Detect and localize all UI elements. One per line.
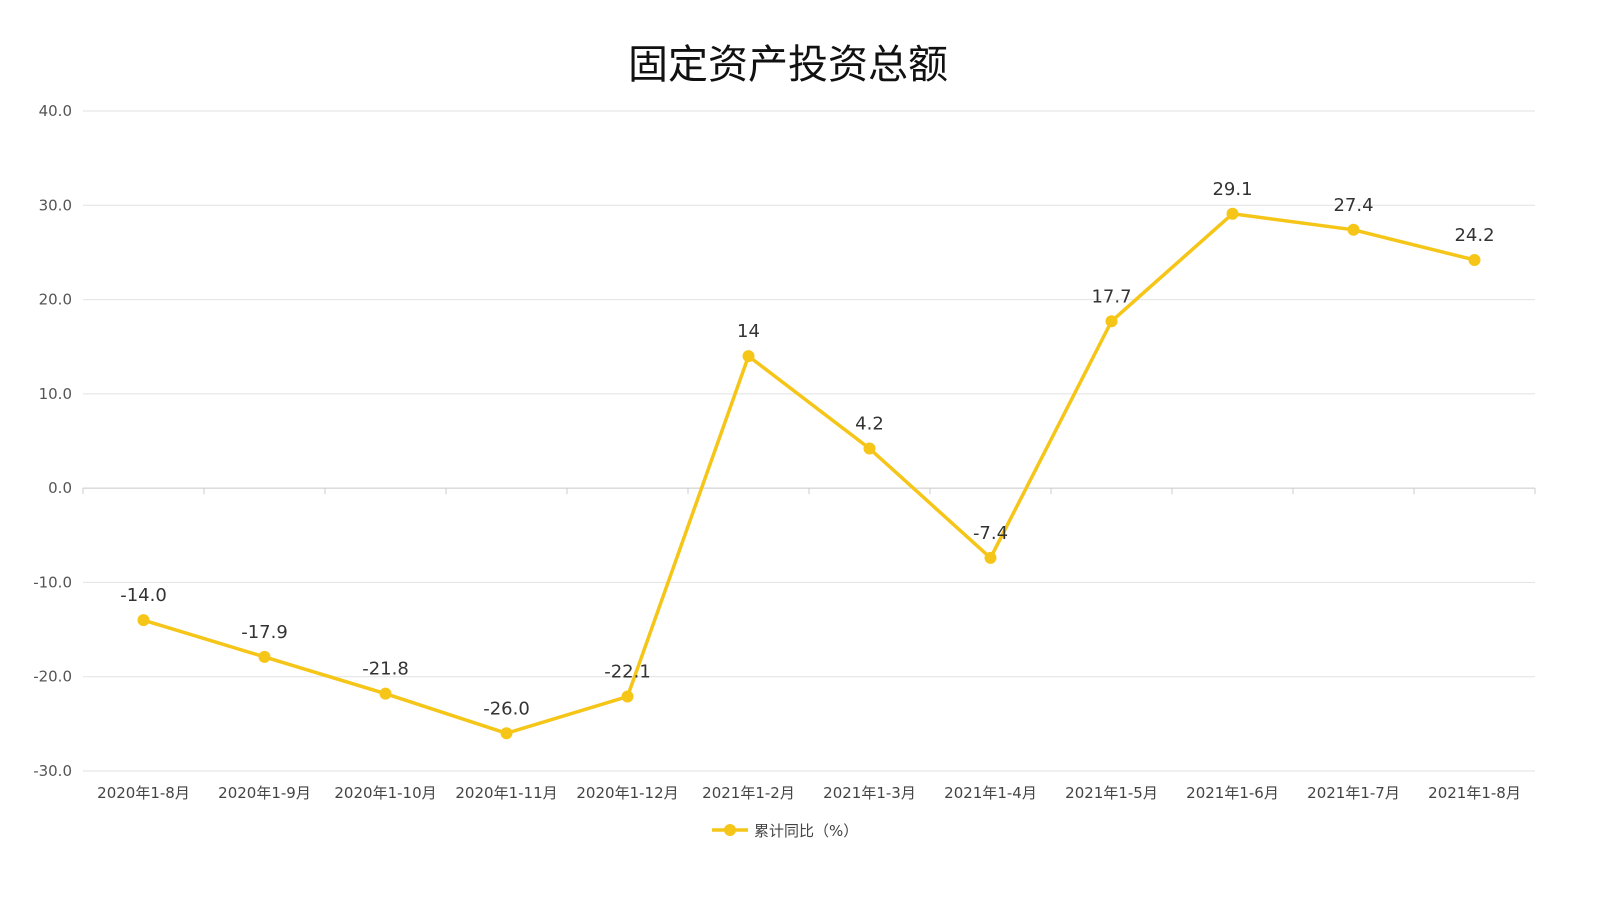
y-tick-label: -30.0 [33,762,72,780]
data-label: 24.2 [1454,225,1494,246]
y-tick-label: -10.0 [33,573,72,591]
y-tick-label: 30.0 [39,196,72,214]
data-point[interactable] [1468,253,1481,266]
data-label: -17.9 [241,622,288,643]
y-tick-label: -20.0 [33,668,72,686]
series-line [142,212,1475,736]
data-label: -7.4 [973,523,1008,544]
gridlines [82,110,1536,772]
x-tick-label: 2020年1-10月 [334,784,436,802]
data-label: 14 [737,321,760,342]
data-point[interactable] [984,551,997,564]
data-point[interactable] [1347,223,1360,236]
data-point[interactable] [742,350,755,363]
legend-label[interactable]: 累计同比（%） [754,822,858,840]
data-point[interactable] [137,614,150,627]
data-label: -21.8 [362,659,409,680]
series-group: -14.0 -17.9 -21.8 -26.0 -22.1 14 4.2 -7.4 17.7 29… [120,179,1495,740]
x-tick-label: 2020年1-11月 [455,784,557,802]
y-tick-label: 10.0 [39,385,72,403]
legend[interactable]: 累计同比（%） [712,822,858,840]
data-point[interactable] [621,690,634,703]
data-label: 29.1 [1212,179,1252,200]
x-tick-label: 2020年1-8月 [97,784,190,802]
x-tick-label: 2020年1-12月 [576,784,678,802]
data-label: -14.0 [120,585,167,606]
x-tick-label: 2021年1-7月 [1307,784,1400,802]
y-tick-label: 40.0 [39,102,72,120]
x-tick-label: 2021年1-4月 [944,784,1037,802]
data-point[interactable] [1105,315,1118,328]
y-tick-label: 0.0 [48,479,72,497]
legend-marker-icon [724,824,736,836]
data-label: 27.4 [1333,195,1373,216]
y-tick-label: 20.0 [39,291,72,309]
data-point[interactable] [258,650,271,663]
y-axis-ticks: -30.0 -20.0 -10.0 0.0 10.0 20.0 30.0 40.0 [33,102,72,780]
data-point[interactable] [1226,207,1239,220]
x-tick-label: 2021年1-2月 [702,784,795,802]
x-tick-label: 2021年1-6月 [1186,784,1279,802]
data-point[interactable] [863,442,876,455]
x-tick-label: 2021年1-5月 [1065,784,1158,802]
chart-title: 固定资产投资总额 [628,42,948,88]
data-label: -26.0 [483,698,530,719]
data-point[interactable] [379,687,392,700]
x-tick-label: 2020年1-9月 [218,784,311,802]
data-label: -22.1 [604,662,651,683]
x-axis-ticks: 2020年1-8月 2020年1-9月 2020年1-10月 2020年1-11月 20… [97,784,1521,802]
x-tick-label: 2021年1-3月 [823,784,916,802]
x-tick-label: 2021年1-8月 [1428,784,1521,802]
data-label: 17.7 [1091,286,1131,307]
data-point[interactable] [500,727,513,740]
data-label: 4.2 [855,414,884,435]
